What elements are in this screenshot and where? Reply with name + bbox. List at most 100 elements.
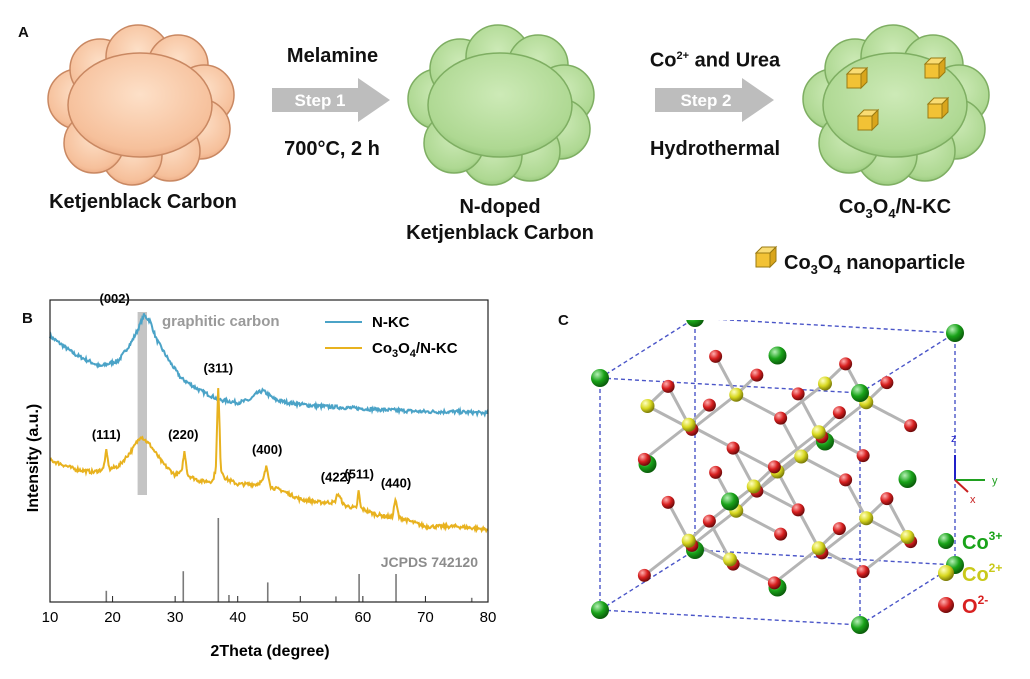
bond: [690, 393, 738, 431]
ketjenblack-cloud: [47, 24, 235, 186]
x-tick-label: 40: [229, 609, 246, 626]
co3-ion: [851, 616, 869, 634]
co2-ion: [859, 511, 874, 526]
series-nkc-line: [49, 313, 489, 418]
co2-ion: [681, 533, 696, 548]
step1-arrow: Step 1: [272, 78, 390, 122]
bond: [666, 501, 691, 542]
co3o4-nkc-cloud: [802, 24, 990, 186]
nanoparticle-cube: [857, 109, 879, 131]
o2-ion: [661, 379, 675, 393]
peak-label: (422): [321, 469, 351, 484]
o2-ion: [702, 398, 716, 412]
nanoparticle-cube: [927, 97, 949, 119]
bond: [844, 479, 868, 519]
co2-ion: [900, 530, 915, 544]
co2-ion: [681, 417, 696, 432]
co2-ion: [729, 387, 744, 402]
o2-ion: [839, 473, 853, 487]
ion-legend: Co3+ Co2+ O2-: [938, 529, 1002, 618]
step1-arrow-label: Step 1: [294, 91, 345, 110]
o2-ion: [832, 522, 846, 536]
step2-reagent: Co2+ and Urea: [649, 49, 781, 72]
o2-ion: [832, 406, 846, 420]
co2-ion: [811, 541, 826, 556]
x-tick-label: 70: [417, 609, 434, 626]
plot-frame: [49, 299, 489, 603]
bond: [820, 401, 868, 439]
atoms: [591, 320, 964, 634]
panel-a-scheme: Step 1 Step 2: [47, 24, 990, 268]
x-tick-label: 10: [42, 609, 59, 626]
legend-co3o4-label: Co3O4/N-KC: [372, 340, 458, 360]
o2-ion: [661, 495, 675, 509]
x-tick-label: 80: [480, 609, 497, 626]
legend-o-ball: [938, 597, 954, 613]
co2-ion: [794, 449, 809, 464]
bond: [643, 539, 690, 577]
o2-ion: [791, 387, 805, 401]
panel-b-letter: B: [22, 310, 33, 327]
o2-ion: [750, 368, 764, 382]
bond: [731, 447, 756, 488]
axis-x-label: x: [970, 494, 976, 506]
co2-ion: [640, 399, 655, 413]
legend-cube-icon: [755, 246, 777, 268]
x-tick-label: 20: [104, 609, 121, 626]
co2-ion: [818, 376, 832, 391]
bond: [708, 520, 732, 561]
x-tick-label: 60: [355, 609, 372, 626]
peak-label: (220): [168, 427, 198, 442]
bond: [865, 400, 912, 427]
cell-edge: [717, 320, 956, 334]
legend-nanoparticle-label: Co3O4 nanoparticle: [784, 252, 966, 277]
o2-ion: [880, 492, 894, 506]
legend-co3-label: Co3+: [962, 529, 1002, 554]
co2-ion: [723, 552, 737, 567]
bond: [776, 470, 800, 511]
cell-edge: [859, 332, 956, 394]
o2-ion: [637, 452, 651, 466]
o2-ion: [904, 419, 918, 433]
bond: [643, 423, 690, 461]
bond: [885, 497, 909, 538]
jcpds-label: JCPDS 742120: [381, 554, 479, 570]
x-tick-label: 50: [292, 609, 309, 626]
bond: [779, 417, 803, 458]
axis-z-label: z: [951, 433, 957, 445]
nanoparticle-cube: [924, 57, 946, 79]
x-tick-label: 30: [167, 609, 184, 626]
bond: [735, 509, 782, 536]
o2-ion: [774, 527, 788, 541]
legend-o-label: O2-: [962, 593, 988, 618]
legend-co2-label: Co2+: [962, 561, 1002, 586]
y-axis-label: Intensity (a.u.): [25, 404, 42, 512]
o2-ion: [709, 465, 723, 479]
o2-ion: [856, 449, 870, 463]
panel-c-letter: C: [558, 312, 569, 329]
step1-condition: 700°C, 2 h: [284, 138, 380, 160]
ndoped-label-line1: N-doped: [459, 196, 541, 218]
co3-ion: [768, 346, 787, 365]
o2-ion: [839, 357, 853, 371]
peak-label: (440): [381, 475, 411, 490]
ndoped-cloud: [407, 24, 595, 186]
panel-a-letter: A: [18, 24, 29, 41]
peak-label: (400): [252, 442, 282, 457]
o2-ion: [709, 349, 723, 363]
co3-ion: [898, 470, 917, 488]
peak-label: (311): [203, 361, 233, 376]
cell-edge: [599, 609, 861, 626]
legend-co3-ball: [938, 533, 954, 549]
step2-arrow: Step 2: [655, 78, 774, 122]
co3-ion: [721, 492, 739, 511]
nanoparticle-cube: [846, 67, 868, 89]
peak-label: (511): [344, 466, 374, 481]
co3-ion: [686, 320, 704, 327]
o2-ion: [702, 514, 716, 528]
xrd-chart: graphitic carbon JCPDS 742120 (002) (111)…: [25, 291, 497, 660]
o2-ion: [767, 576, 781, 590]
bond: [666, 385, 691, 426]
o2-ion: [880, 376, 894, 390]
ketjenblack-label: Ketjenblack Carbon: [49, 191, 237, 213]
